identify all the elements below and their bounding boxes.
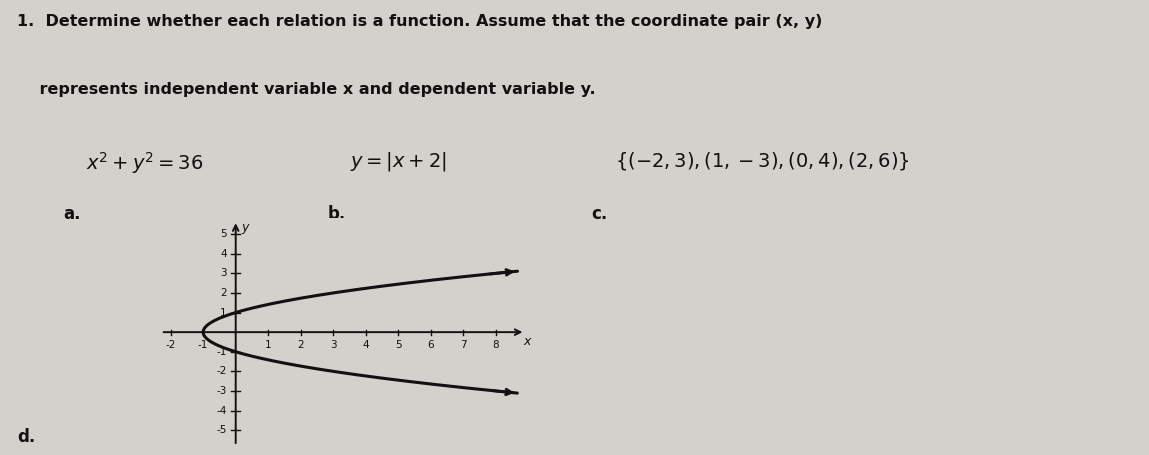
Text: $\{(-2, 3), (1, -3), (0, 4), (2, 6)\}$: $\{(-2, 3), (1, -3), (0, 4), (2, 6)\}$ xyxy=(615,150,910,172)
Text: 3: 3 xyxy=(219,268,226,278)
Text: -1: -1 xyxy=(198,339,208,349)
Text: x: x xyxy=(523,335,531,349)
Text: 4: 4 xyxy=(363,339,369,349)
Text: d.: d. xyxy=(17,428,36,446)
Text: 7: 7 xyxy=(460,339,466,349)
Text: 1.  Determine whether each relation is a function. Assume that the coordinate pa: 1. Determine whether each relation is a … xyxy=(17,14,823,29)
Text: 8: 8 xyxy=(493,339,500,349)
Text: -5: -5 xyxy=(216,425,226,435)
Text: 3: 3 xyxy=(330,339,337,349)
Text: 5: 5 xyxy=(219,229,226,239)
Text: $y = |x + 2|$: $y = |x + 2|$ xyxy=(350,150,447,173)
Text: $x^2 + y^2 = 36$: $x^2 + y^2 = 36$ xyxy=(86,150,203,176)
Text: b.: b. xyxy=(327,205,346,223)
Text: -3: -3 xyxy=(216,386,226,396)
Text: a.: a. xyxy=(63,205,80,223)
Text: -2: -2 xyxy=(165,339,176,349)
Text: 2: 2 xyxy=(298,339,304,349)
Text: c.: c. xyxy=(592,205,608,223)
Text: 2: 2 xyxy=(219,288,226,298)
Text: y: y xyxy=(241,221,248,234)
Text: 5: 5 xyxy=(395,339,402,349)
Text: 6: 6 xyxy=(427,339,434,349)
Text: -4: -4 xyxy=(216,405,226,415)
Text: 1: 1 xyxy=(265,339,271,349)
Text: -2: -2 xyxy=(216,366,226,376)
Text: 4: 4 xyxy=(219,249,226,259)
Text: 1: 1 xyxy=(219,308,226,318)
Text: -1: -1 xyxy=(216,347,226,357)
Text: represents independent variable x and dependent variable y.: represents independent variable x and de… xyxy=(17,82,596,97)
